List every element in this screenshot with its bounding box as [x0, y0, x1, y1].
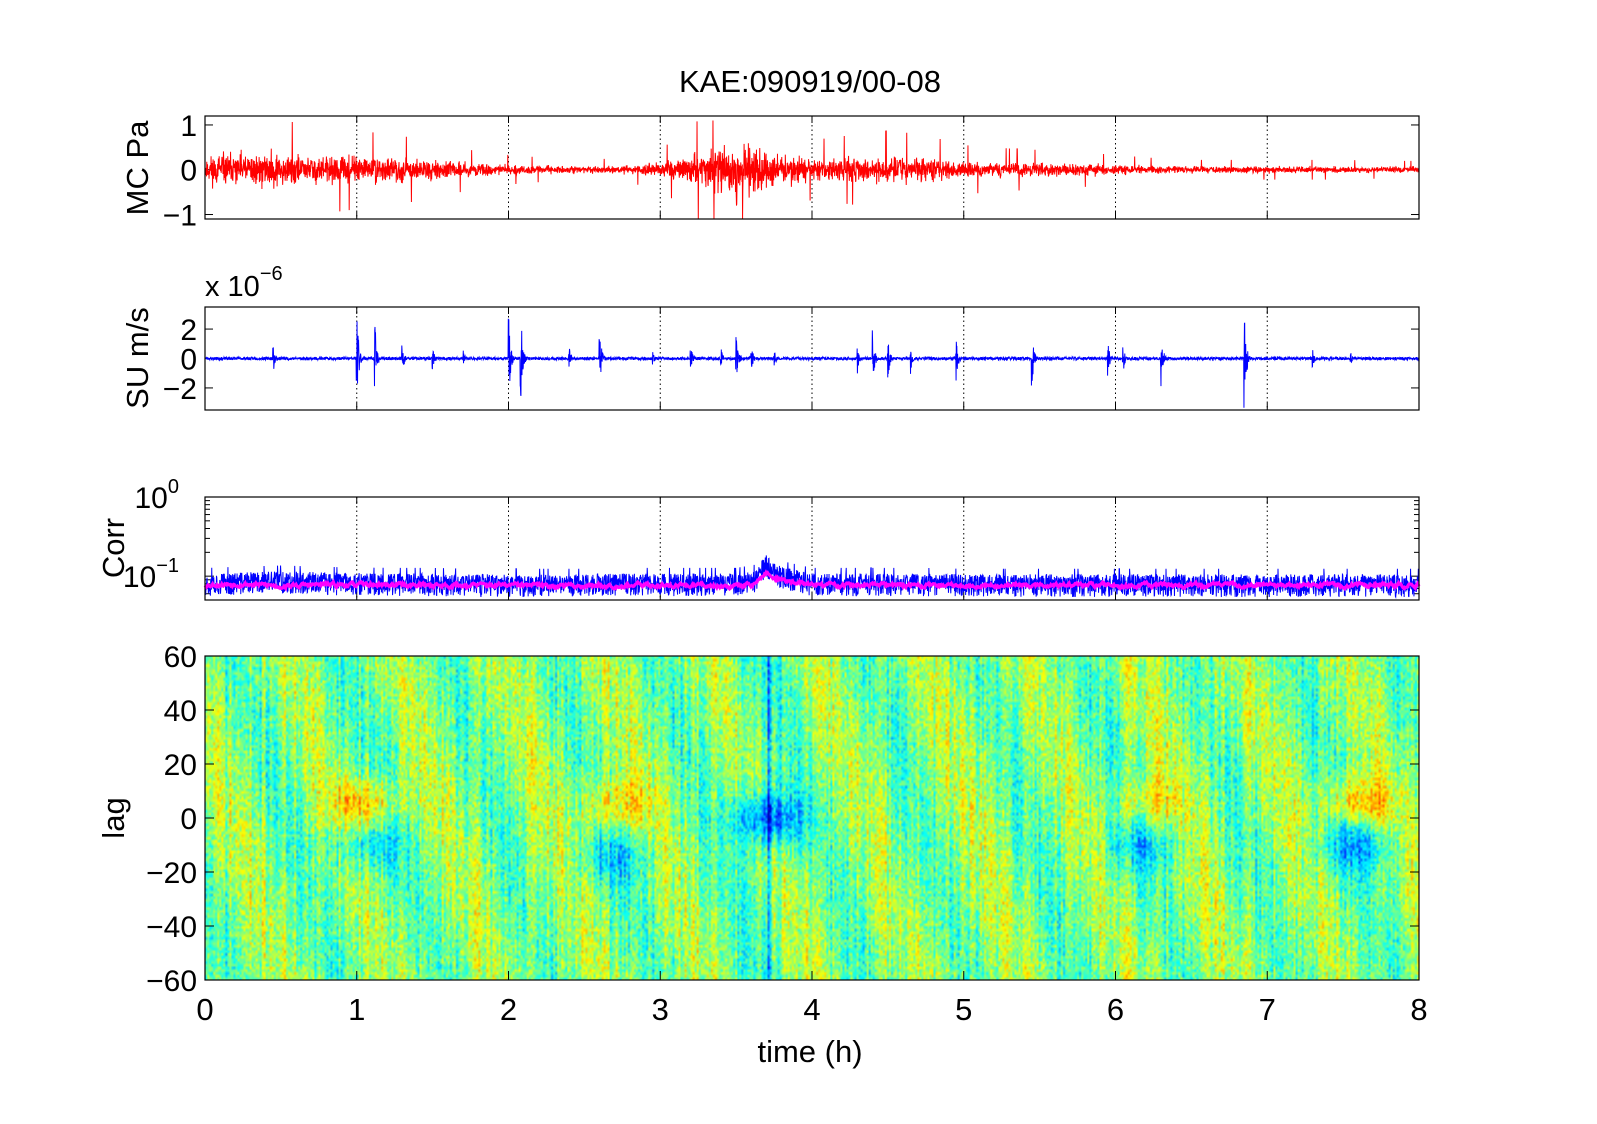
- panel-correlation: Corr 100 10−1: [96, 476, 1421, 601]
- y-tick-label: 60: [164, 641, 197, 674]
- y-tick-label: −40: [146, 911, 197, 944]
- y-tick-label: 20: [164, 749, 197, 782]
- y-tick-label: 0: [180, 155, 197, 188]
- correlation-smoothed-trace: [203, 569, 1421, 592]
- velocity-trace: [204, 318, 1420, 408]
- time-xticks: 0 1 2 3 4 5 6 7 8: [196, 971, 1428, 1027]
- velocity-scale-multiplier: x 10−6: [205, 263, 283, 303]
- pressure-ylabel: MC Pa: [120, 120, 155, 216]
- x-tick-label: 3: [652, 992, 669, 1027]
- time-xlabel: time (h): [757, 1034, 862, 1069]
- correlation-yticks: 100 10−1: [123, 476, 1419, 601]
- correlation-ylabel: Corr: [96, 518, 131, 578]
- x-tick-label: 2: [500, 992, 517, 1027]
- x-tick-label: 5: [955, 992, 972, 1027]
- velocity-yticks: 20−2: [163, 314, 1419, 406]
- pressure-axes-box: [204, 115, 1420, 220]
- velocity-ylabel: SU m/s: [120, 307, 155, 409]
- x-tick-label: 6: [1107, 992, 1124, 1027]
- y-tick-label: 2: [180, 314, 197, 347]
- y-tick-label: −60: [146, 965, 197, 998]
- pressure-yticks: 1 0 −1: [163, 110, 1419, 233]
- y-tick-label: 100: [135, 476, 180, 515]
- panel-pressure: MC Pa 1 0 −1: [120, 110, 1420, 233]
- x-tick-label: 0: [196, 992, 213, 1027]
- x-tick-label: 1: [348, 992, 365, 1027]
- y-tick-label: 1: [180, 110, 197, 143]
- panel-velocity: SU m/s x 10−6 20−2: [120, 263, 1420, 411]
- y-tick-label: 10−1: [123, 555, 179, 594]
- y-tick-label: −1: [163, 200, 197, 233]
- lag-heatmap: [205, 656, 1419, 980]
- x-tick-label: 4: [803, 992, 820, 1027]
- y-tick-label: 0: [180, 803, 197, 836]
- lag-yticks: 60 40 20 0 −20 −40 −60: [146, 641, 1419, 998]
- lag-ylabel: lag: [96, 797, 131, 838]
- x-tick-label: 7: [1259, 992, 1276, 1027]
- y-tick-label: −2: [163, 373, 197, 406]
- chart-title: KAE:090919/00-08: [679, 64, 941, 99]
- x-tick-label: 8: [1410, 992, 1427, 1027]
- y-tick-label: 40: [164, 695, 197, 728]
- correlation-axes-box: [204, 496, 1420, 601]
- panel-lag-heatmap: lag 60 40 20 0 −20 −40 −60 0 1 2 3 4 5 6 7 8 time (h): [96, 641, 1428, 1069]
- velocity-axes-box: [204, 306, 1420, 411]
- pressure-trace: [204, 120, 1420, 220]
- velocity-grid: [204, 307, 1420, 410]
- y-tick-label: 0: [180, 344, 197, 377]
- y-tick-label: −20: [146, 857, 197, 890]
